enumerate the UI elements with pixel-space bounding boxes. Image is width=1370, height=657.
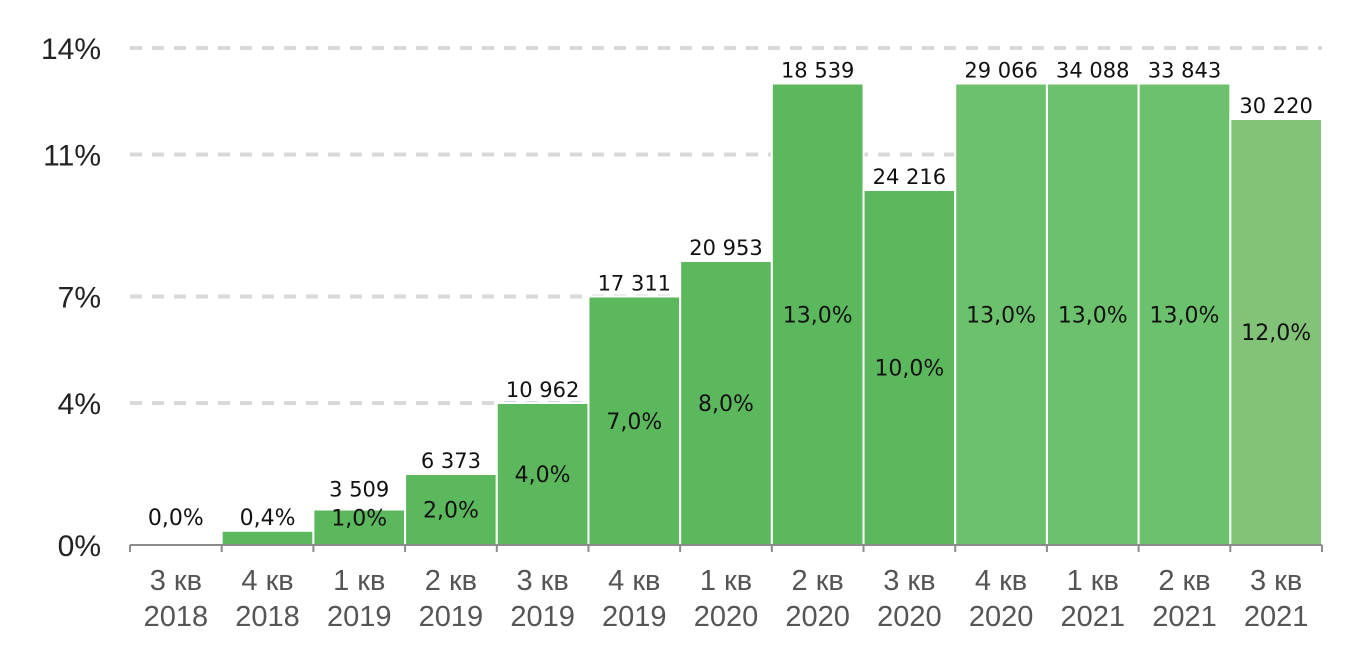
bar [220, 529, 315, 546]
value-labels: 3 509 6 373 10 962 17 311 20 953 18 539 24 216… [329, 59, 1313, 502]
y-tick-label: 0% [58, 530, 101, 563]
value-label: 3 509 [329, 478, 389, 502]
percent-label: 8,0% [698, 392, 754, 417]
percent-label: 13,0% [783, 303, 853, 328]
percent-labels: 0,0% 0,4% 1,0% 2,0% 4,0% 7,0% 8,0% 13,0% 10,0% 13… [148, 303, 1311, 531]
x-tick-label: 1 кв 2020 [694, 565, 759, 633]
value-label: 34 088 [1056, 59, 1129, 83]
x-tick-label: 3 кв 2018 [144, 565, 209, 633]
x-tick-label: 1 кв 2019 [327, 565, 392, 633]
percent-label: 2,0% [423, 499, 479, 524]
bar [495, 402, 590, 546]
bar [770, 82, 865, 546]
y-axis-labels: 0% 4% 7% 11% 14% [41, 33, 101, 563]
y-tick-label: 7% [58, 282, 101, 315]
percent-label: 10,0% [874, 357, 944, 382]
percent-label: 4,0% [515, 463, 571, 488]
x-axis [129, 544, 1323, 552]
bars [220, 82, 1324, 546]
x-tick-label: 2 кв 2020 [785, 565, 850, 633]
x-tick-label: 4 кв 2019 [602, 565, 667, 633]
value-label: 18 539 [781, 59, 854, 83]
percent-label: 7,0% [606, 410, 662, 435]
value-label: 17 311 [598, 272, 671, 296]
value-label: 29 066 [964, 59, 1037, 83]
value-label: 6 373 [421, 449, 481, 473]
x-tick-label: 3 кв 2019 [510, 565, 575, 633]
x-axis-labels: 3 кв 2018 4 кв 2018 1 кв 2019 2 кв 2019 3 кв 2019… [144, 565, 1309, 633]
percent-label: 0,4% [240, 506, 296, 531]
value-label: 10 962 [506, 378, 579, 402]
y-tick-label: 11% [43, 140, 101, 173]
value-label: 20 953 [689, 236, 762, 260]
bar [404, 473, 498, 546]
percent-label: 13,0% [1058, 303, 1128, 328]
percent-label: 12,0% [1241, 321, 1311, 346]
percent-label: 13,0% [966, 303, 1036, 328]
y-tick-label: 4% [58, 388, 101, 421]
value-label: 30 220 [1239, 94, 1312, 118]
bar [1229, 118, 1324, 546]
value-label: 33 843 [1148, 59, 1221, 83]
bar [587, 295, 682, 546]
x-tick-label: 3 кв 2020 [877, 565, 942, 633]
y-tick-label: 14% [41, 33, 101, 66]
x-tick-label: 3 кв 2021 [1244, 565, 1309, 633]
percent-label: 0,0% [148, 506, 204, 531]
value-label: 24 216 [873, 165, 946, 189]
percent-label: 13,0% [1150, 303, 1220, 328]
x-tick-label: 2 кв 2021 [1152, 565, 1217, 633]
x-tick-label: 1 кв 2021 [1061, 565, 1126, 633]
x-tick-label: 4 кв 2018 [235, 565, 300, 633]
bar [679, 260, 773, 546]
x-tick-label: 4 кв 2020 [969, 565, 1034, 633]
percent-label: 1,0% [331, 507, 387, 532]
x-tick-label: 2 кв 2019 [419, 565, 484, 633]
